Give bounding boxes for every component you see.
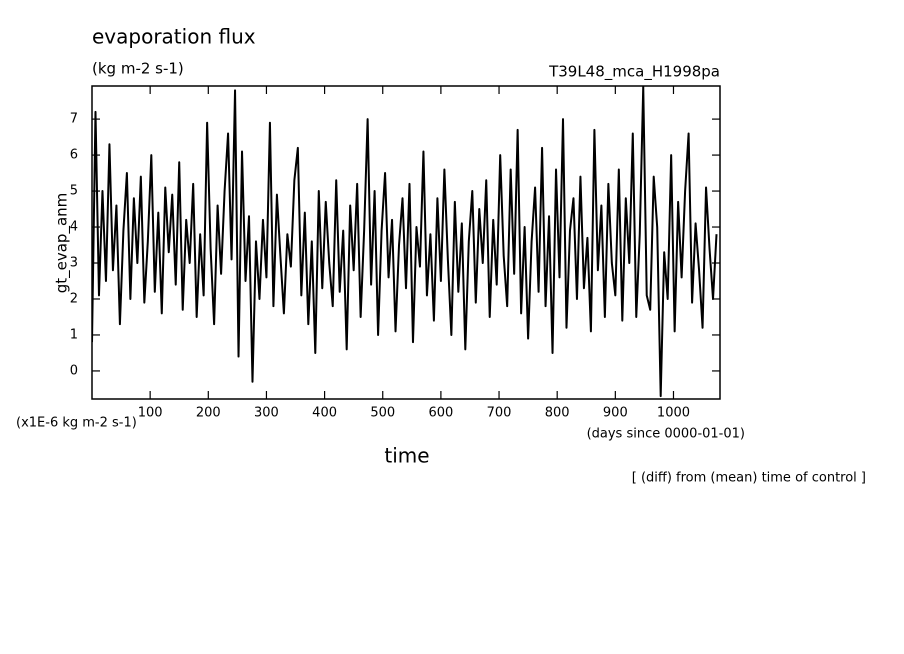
y-tick-label: 3 [70,256,78,271]
data-line [92,86,718,398]
x-axis-label: time [384,444,429,468]
annotation: T39L48_mca_H1998pa [548,63,720,82]
y-tick-label: 1 [70,327,78,342]
plot-frame [91,85,721,400]
y-axis-label: gt_evap_anm [53,193,72,294]
x-tick-label: 400 [312,406,337,421]
x-tick-label: 100 [138,406,163,421]
y-tick-label: 7 [70,112,78,127]
x-tick-label: 300 [254,406,279,421]
y-tick-label: 0 [70,363,78,378]
y-tick-label: 4 [70,220,78,235]
x-tick-label: 800 [545,406,570,421]
y-units: (x1E-6 kg m-2 s-1) [16,416,137,431]
y-tick-label: 6 [70,148,78,163]
x-tick-label: 200 [196,406,221,421]
chart-title: evaporation flux [92,25,256,49]
y-tick-label: 5 [70,184,78,199]
note: [ (diff) from (mean) time of control ] [632,471,866,486]
x-units: (days since 0000-01-01) [587,427,745,442]
y-tick-label: 2 [70,291,78,306]
x-tick-label: 1000 [657,406,690,421]
x-tick-label: 900 [603,406,628,421]
x-tick-label: 500 [370,406,395,421]
x-tick-label: 600 [428,406,453,421]
chart-subtitle: (kg m-2 s-1) [92,60,184,78]
x-tick-label: 700 [487,406,512,421]
